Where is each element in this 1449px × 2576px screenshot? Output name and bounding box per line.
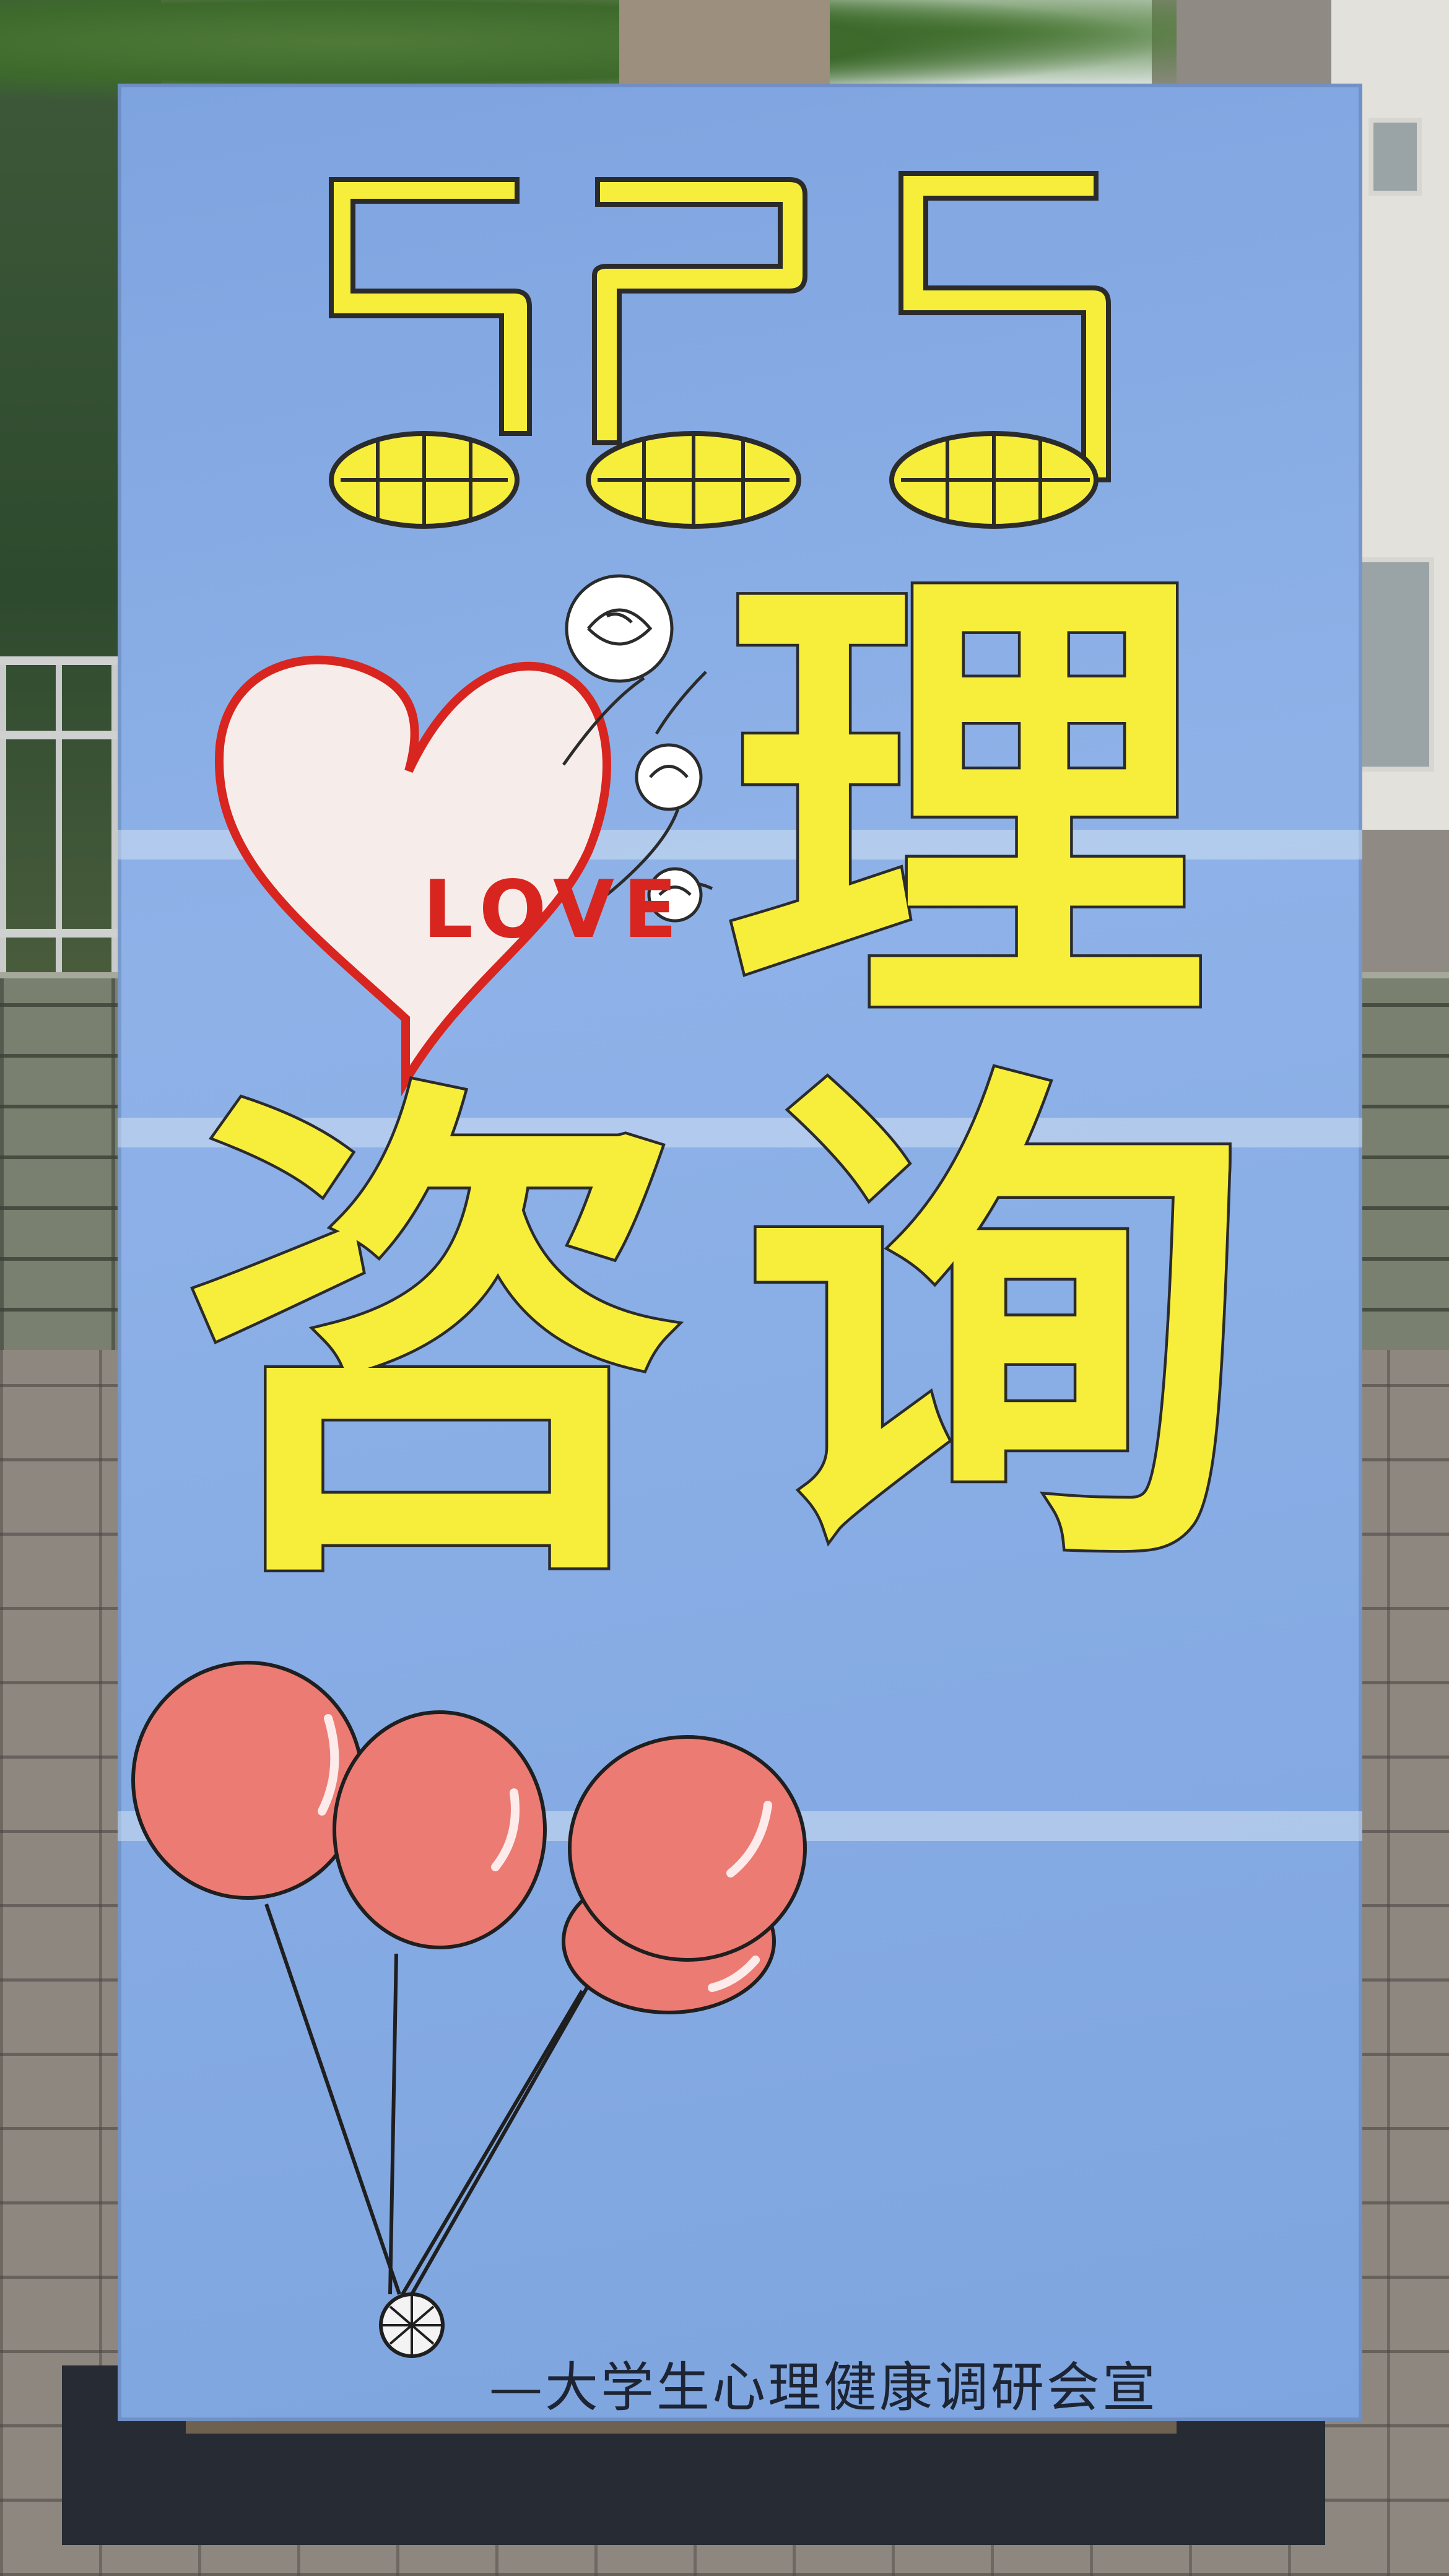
tree-trunk	[619, 0, 830, 93]
building-window	[1368, 118, 1422, 196]
character-li: 理	[724, 567, 1208, 1050]
love-word: LOVE	[399, 864, 709, 956]
balloon-icon	[133, 1663, 805, 2356]
building-window	[1356, 557, 1434, 772]
character-xun: 询	[743, 1074, 1251, 1582]
poster-board: 525 LOVE 理 咨 询	[118, 84, 1362, 2421]
footer-signature: —大学生心理健康调研会宣	[489, 2344, 1331, 2421]
title-number: 525	[322, 214, 1201, 242]
character-zi: 咨	[180, 1087, 687, 1595]
